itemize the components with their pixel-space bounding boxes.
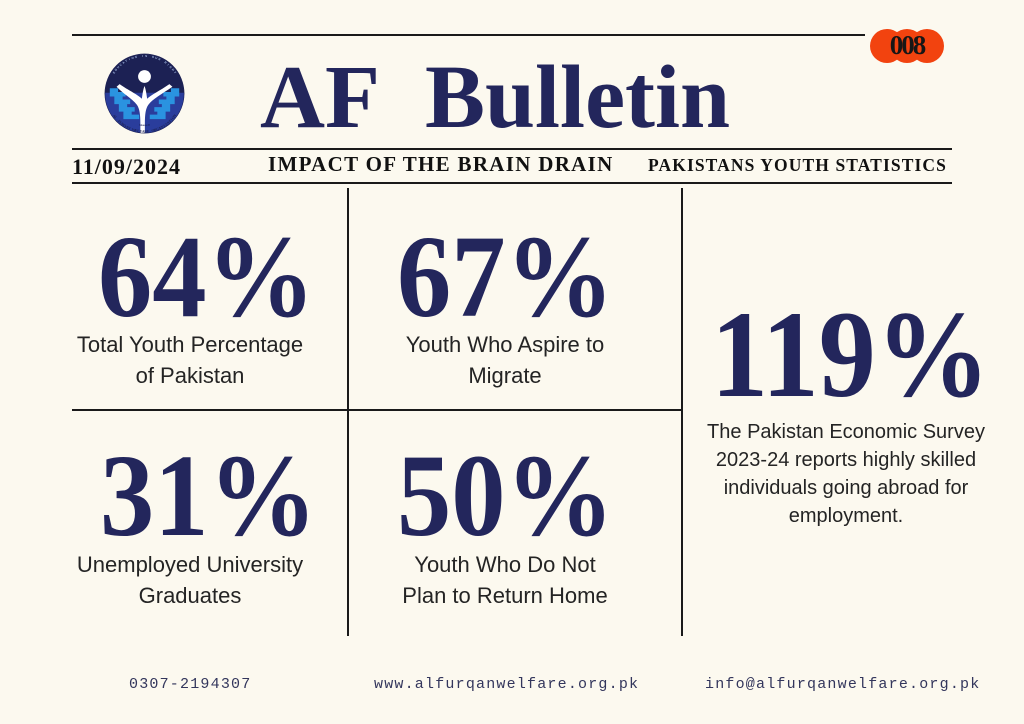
svg-text:S: S xyxy=(145,54,147,58)
